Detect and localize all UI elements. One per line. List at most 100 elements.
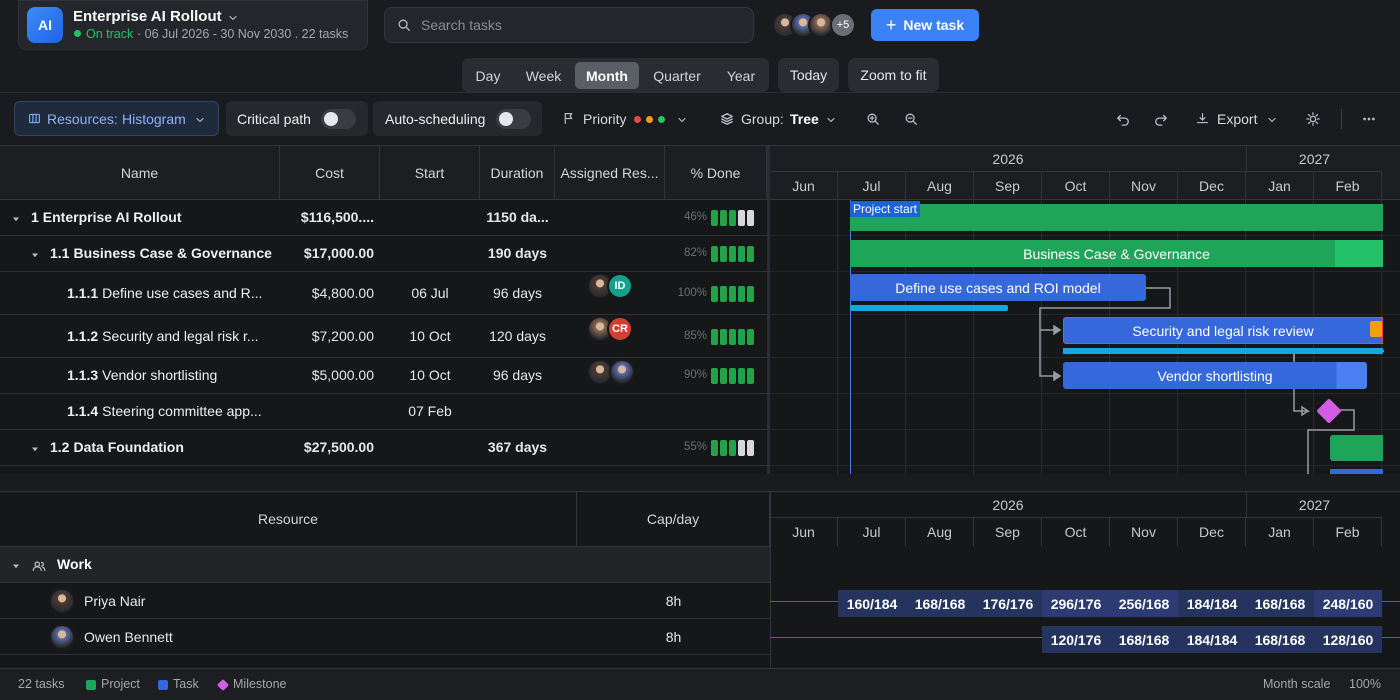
task-id: 1.1.3 (67, 367, 99, 383)
done-block (720, 368, 727, 384)
resources-label: Resources: (47, 111, 118, 127)
resources-value: Histogram (122, 111, 186, 127)
row-border (0, 235, 767, 236)
people-icon (32, 559, 46, 573)
done-block (729, 440, 736, 456)
done-block (747, 246, 754, 262)
chevron (194, 113, 206, 125)
resource-capacity: 8h (665, 629, 682, 645)
new-task-button[interactable]: + New task (871, 9, 979, 41)
gantt-bar[interactable]: Define use cases and ROI model (850, 274, 1146, 301)
done-block (747, 285, 754, 302)
expand-toggle (10, 559, 22, 571)
task-duration: 96 days (492, 284, 543, 301)
column-header: Assigned Res... (555, 146, 665, 200)
load-cell: 176/176 (974, 590, 1042, 617)
progress-bar (850, 305, 1008, 311)
month-label: Sep (974, 172, 1042, 200)
redo (1154, 112, 1168, 126)
done-block (711, 368, 718, 384)
done-label: 82% (683, 247, 707, 259)
chevron-svg (196, 117, 204, 123)
avatar-photo (609, 359, 635, 385)
view-tab[interactable]: Month (575, 62, 639, 89)
column-header: Name (0, 146, 280, 200)
resource-column-header: Cap/day (577, 492, 770, 547)
month-label: Nov (1110, 518, 1178, 546)
gantt-row-line (770, 235, 1400, 236)
done-block (747, 210, 754, 226)
resource-name: Owen Bennett (84, 629, 173, 645)
gantt-bar[interactable]: Security and legal risk review (1063, 317, 1383, 344)
done-block (738, 210, 745, 226)
load-cell: 296/176 (1042, 590, 1110, 617)
toggle[interactable] (321, 109, 356, 129)
view-tab[interactable]: Week (525, 67, 562, 84)
done-block (720, 210, 727, 226)
done-block (711, 285, 718, 302)
month-label: Feb (1314, 518, 1382, 546)
done-block (738, 285, 745, 302)
done-block (729, 328, 736, 345)
resources-button[interactable] (14, 101, 219, 136)
gantt-gridline (973, 200, 974, 474)
load-cell: 184/184 (1178, 590, 1246, 617)
load-cell: 168/168 (1246, 626, 1314, 653)
month-label: Oct (1042, 518, 1110, 546)
done-block (747, 368, 754, 384)
load-cell: 128/160 (1314, 626, 1382, 653)
year-label: 2027 (1246, 146, 1382, 172)
view-tab[interactable]: Day (475, 67, 501, 84)
gantt-bar[interactable]: Business Case & Governance (850, 240, 1383, 267)
status: On track (86, 27, 134, 41)
done-block (729, 285, 736, 302)
chevron (825, 113, 837, 125)
task-title: Data Foundation (73, 439, 184, 455)
task-start: 07 Feb (408, 403, 452, 419)
resource-name: Priya Nair (84, 593, 146, 609)
task-title: Business Case & Governance (73, 245, 272, 261)
done-label: 46% (683, 211, 707, 223)
view-tab[interactable]: Year (726, 67, 756, 84)
task-id: 1.2 (50, 439, 70, 455)
gantt-row-line (770, 465, 1400, 466)
gantt-gridline (1041, 200, 1042, 474)
gantt-header (770, 146, 1400, 200)
done-block (729, 246, 736, 262)
chevron-svg (678, 117, 686, 123)
zoom-fit-button[interactable]: Zoom to fit (848, 58, 939, 92)
zoom-level: 100% (1349, 677, 1381, 691)
chevron (676, 113, 688, 125)
month-label: Sep (974, 518, 1042, 546)
done-label: 85% (683, 329, 707, 342)
priority-dot (646, 116, 653, 123)
undo-svg (1117, 114, 1129, 126)
flag-marker (1370, 321, 1382, 337)
task-cost: $7,200.00 (311, 327, 374, 344)
month-label: Dec (1178, 172, 1246, 200)
task-id: 1.1 (50, 245, 70, 261)
toggle[interactable] (496, 109, 531, 129)
task-name: 1.1.3 Vendor shortlisting (67, 367, 217, 383)
footer (0, 668, 1400, 700)
task-duration: 1150 da... (486, 209, 549, 225)
done-label: 100% (677, 286, 707, 299)
export: Export (1217, 111, 1258, 127)
plus-icon: + (885, 14, 897, 35)
search-box[interactable] (384, 7, 754, 43)
expand-toggle-svg (32, 447, 38, 452)
month-label: Jul (838, 518, 906, 546)
done-block (738, 246, 745, 262)
view-tab[interactable]: Quarter (653, 67, 701, 84)
theme-icon (1306, 112, 1320, 126)
date-range: · 06 Jul 2026 - 30 Nov 2030 . 22 tasks (137, 27, 349, 41)
gantt-bar[interactable]: Vendor shortlisting (1063, 362, 1367, 389)
done-block (711, 328, 718, 345)
done-block (729, 368, 736, 384)
task-start: 10 Oct (409, 367, 451, 383)
priority-dot (658, 116, 665, 123)
month-label: Aug (906, 172, 974, 200)
today-button[interactable]: Today (778, 58, 839, 92)
done-block (729, 210, 736, 226)
